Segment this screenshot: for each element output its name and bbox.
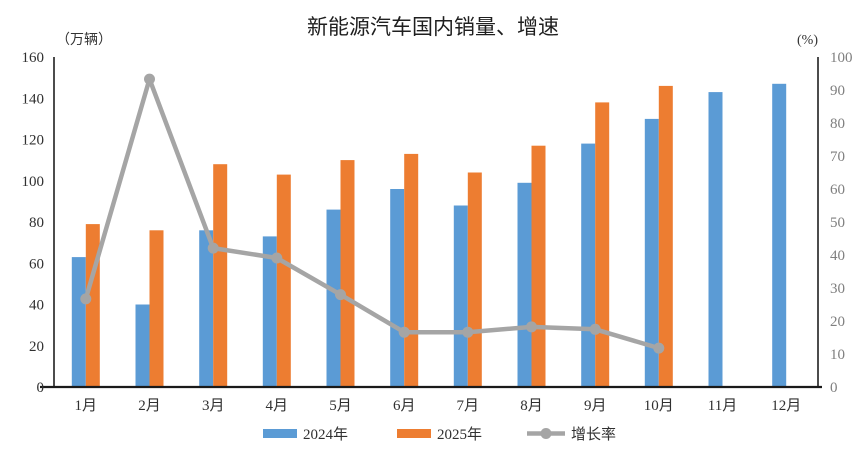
x-label-2月: 2月	[138, 398, 161, 414]
x-label-5月: 5月	[329, 398, 352, 414]
right-tick-60: 60	[830, 182, 845, 198]
legend-label-2025年: 2025年	[437, 426, 482, 443]
growth-point-5月	[335, 289, 346, 301]
x-axis-labels: 1月 2月 3月 4月 5月 6月 7月 8月 9月 10月 11月 12月	[75, 398, 802, 414]
bar-2025年-9月	[595, 102, 610, 388]
right-tick-0: 0	[830, 380, 838, 396]
right-tick-100: 100	[830, 50, 853, 66]
bar-2025年-4月	[276, 174, 291, 387]
growth-point-6月	[398, 326, 410, 338]
bar-2024年-7月	[453, 205, 468, 387]
growth-point-8月	[526, 321, 537, 333]
bar-2024年-3月	[199, 230, 214, 388]
bar-2025年-6月	[404, 153, 419, 387]
left-tick-0: 0	[37, 380, 45, 396]
x-label-8月: 8月	[520, 398, 543, 414]
growth-line	[83, 76, 660, 351]
bar-2025年-5月	[340, 160, 355, 387]
left-axis-unit-label: （万辆）	[56, 32, 112, 48]
bar-2024年-8月	[517, 182, 532, 387]
growth-point-9月	[589, 323, 601, 335]
legend-swatch-2024年	[263, 429, 297, 438]
growth-point-4月	[271, 252, 283, 264]
bar-2024年-10月	[644, 118, 659, 388]
x-label-6月: 6月	[393, 398, 416, 414]
growth-point-10月	[653, 342, 665, 354]
x-label-9月: 9月	[584, 398, 607, 414]
growth-point-1月	[80, 293, 92, 305]
right-tick-70: 70	[830, 149, 845, 165]
bar-2024年-4月	[262, 236, 277, 387]
left-tick-120: 120	[22, 133, 45, 149]
growth-line-group	[80, 73, 665, 354]
left-tick-100: 100	[22, 174, 45, 190]
right-tick-50: 50	[830, 215, 845, 231]
right-tick-40: 40	[830, 248, 845, 264]
growth-point-7月	[462, 326, 474, 338]
bar-2024年-2月	[135, 304, 150, 387]
bar-2024年-12月	[772, 83, 787, 388]
right-tick-90: 90	[830, 83, 845, 99]
legend-item-2025年: 2025年	[397, 426, 482, 443]
bar-2025年-7月	[467, 172, 482, 387]
x-label-11月: 11月	[708, 398, 737, 414]
axes	[40, 57, 822, 389]
bar-2024年-5月	[326, 209, 341, 387]
right-axis-ticks: 0 10 20 30 40 50 60 70 80 90 100	[830, 50, 853, 396]
left-tick-80: 80	[29, 215, 44, 231]
bar-2025年-3月	[213, 164, 228, 387]
bar-2024年-11月	[708, 92, 723, 387]
legend-item-2024年: 2024年	[263, 426, 348, 443]
left-tick-140: 140	[22, 91, 45, 107]
legend-item-增长率: 增长率	[527, 426, 616, 443]
bar-2024年-6月	[390, 189, 405, 387]
chart-title: 新能源汽车国内销量、增速	[307, 15, 559, 39]
bars-group	[71, 83, 787, 388]
right-tick-30: 30	[830, 281, 845, 297]
left-tick-60: 60	[29, 256, 44, 272]
growth-point-2月	[144, 73, 155, 85]
x-label-4月: 4月	[266, 398, 289, 414]
left-tick-20: 20	[29, 339, 44, 355]
growth-point-3月	[207, 242, 219, 254]
right-tick-20: 20	[830, 314, 845, 330]
legend-label-2024年: 2024年	[303, 426, 348, 443]
right-tick-80: 80	[830, 116, 845, 132]
x-label-10月: 10月	[644, 398, 674, 414]
bar-2024年-1月	[71, 257, 86, 387]
x-label-12月: 12月	[771, 398, 801, 414]
bar-2025年-1月	[85, 224, 100, 387]
legend-swatch-2025年	[397, 429, 431, 438]
right-axis-unit-label: (%)	[797, 33, 818, 48]
x-label-7月: 7月	[457, 398, 480, 414]
bar-2025年-8月	[531, 145, 546, 387]
x-label-3月: 3月	[202, 398, 225, 414]
left-axis-ticks: 0 20 40 60 80 100 120 140 160	[22, 50, 45, 396]
legend-marker-增长率	[540, 428, 552, 439]
legend: 2024年 2025年 增长率	[263, 426, 616, 443]
bar-2024年-9月	[581, 143, 596, 387]
left-tick-40: 40	[29, 298, 44, 314]
legend-label-增长率: 增长率	[571, 426, 616, 443]
bar-2025年-10月	[658, 85, 673, 388]
x-label-1月: 1月	[75, 398, 98, 414]
left-tick-160: 160	[22, 50, 45, 66]
bar-2025年-2月	[149, 230, 164, 388]
right-tick-10: 10	[830, 347, 845, 363]
